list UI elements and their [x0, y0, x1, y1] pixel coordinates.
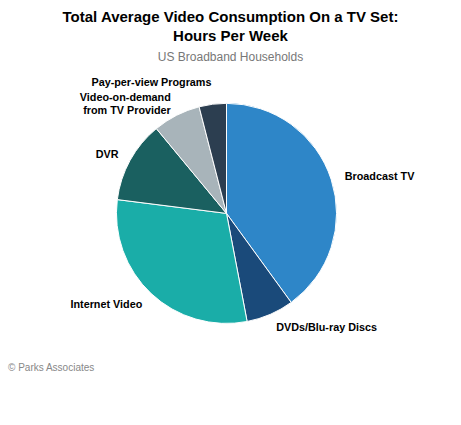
svg-text:Video-on-demandfrom TV Provide: Video-on-demandfrom TV Provider	[80, 91, 172, 115]
svg-text:Broadcast TV: Broadcast TV	[345, 169, 415, 181]
html-text:Total Average Video Consumptio: Total Average Video Consumption On a TV …	[62, 8, 399, 44]
svg-text:Pay-per-view Programs: Pay-per-view Programs	[91, 76, 211, 88]
svg-text:Internet Video: Internet Video	[70, 298, 142, 310]
html-text:© Parks Associates: © Parks Associates	[8, 362, 95, 374]
svg-text:DVR: DVR	[96, 148, 119, 160]
svg-text:DVDs/Blu-ray Discs: DVDs/Blu-ray Discs	[276, 321, 377, 333]
html-text:US Broadband Households: US Broadband Households	[157, 49, 304, 64]
